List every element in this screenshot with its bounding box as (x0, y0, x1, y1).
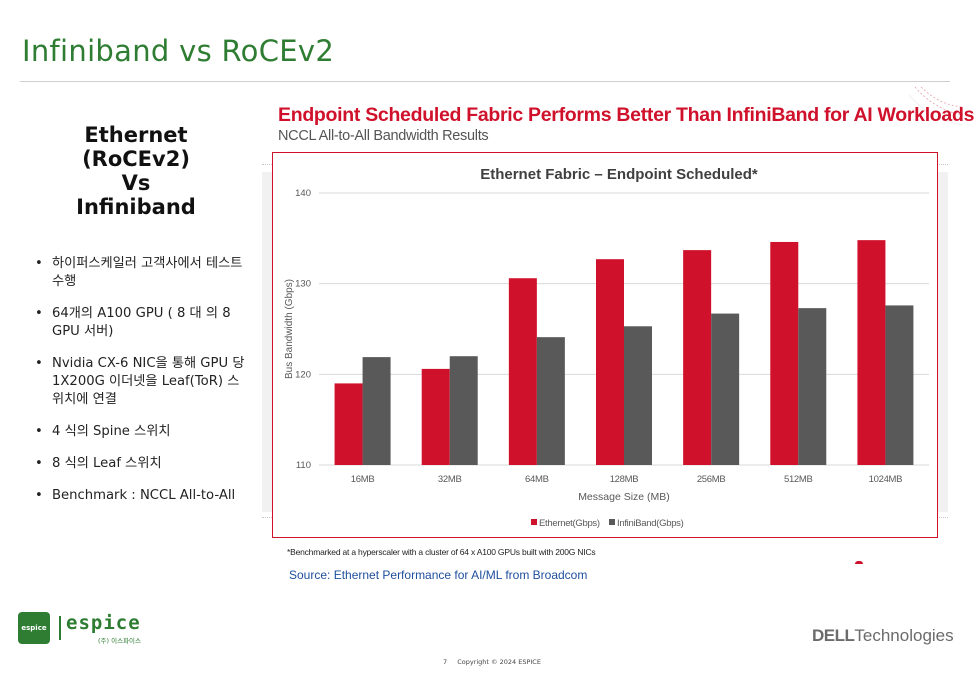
title-divider (20, 81, 950, 82)
bandwidth-bar-chart: Ethernet Fabric – Endpoint Scheduled* 11… (284, 166, 929, 529)
x-tick-label: 256MB (697, 474, 726, 485)
bar-ethernet (857, 240, 886, 465)
bar-ethernet (421, 368, 450, 465)
legend-label-infiniband: InfiniBand(Gbps) (617, 518, 684, 529)
page-footer: 7 Copyright © 2024 ESPICE (443, 658, 541, 666)
bar-ethernet (770, 241, 799, 465)
x-tick-label: 128MB (610, 474, 639, 485)
legend-swatch-infiniband (609, 519, 615, 525)
heading-line-ethernet: Ethernet (84, 123, 188, 147)
chart-side-panel-left (262, 172, 272, 512)
test-setup-list: 하이퍼스케일러 고객사에서 테스트 수행 64개의 A100 GPU ( 8 대… (34, 255, 249, 519)
dell-technologies-logo: DELLTechnologies (812, 626, 954, 646)
legend: Ethernet(Gbps) InfiniBand(Gbps) (531, 518, 684, 529)
bar-ethernet (596, 259, 624, 465)
x-tick-labels: 16MB 32MB 64MB 128MB 256MB 512MB 1024MB (351, 474, 903, 485)
y-tick-label: 120 (295, 369, 311, 380)
bar-infiniband (449, 356, 478, 465)
heading-line-rocev2: (RoCEv2) (82, 147, 190, 171)
bars (334, 240, 914, 465)
accent-marker (855, 561, 863, 564)
bullet-item: 64개의 A100 GPU ( 8 대 의 8 GPU 서버) (34, 305, 249, 341)
x-tick-label: 32MB (438, 474, 462, 485)
espice-korean-name: (주) 이스파이스 (98, 637, 142, 645)
legend-swatch-ethernet (531, 519, 537, 525)
heading-line-vs: Vs (121, 171, 151, 195)
x-tick-label: 1024MB (869, 474, 903, 485)
x-tick-label: 64MB (525, 474, 549, 485)
y-tick-label: 130 (295, 279, 311, 290)
source-citation: Source: Ethernet Performance for AI/ML f… (289, 568, 588, 582)
y-tick-labels: 110 120 130 140 (295, 188, 311, 471)
bar-ethernet (508, 278, 537, 465)
dell-brand: DELL (812, 626, 855, 645)
x-tick-label: 512MB (784, 474, 813, 485)
espice-wordmark: espice (66, 612, 141, 634)
slide-title: Infiniband vs RoCEv2 (22, 34, 335, 68)
bar-infiniband (885, 305, 914, 465)
decorative-lines-graphic (908, 86, 964, 126)
bar-ethernet (683, 250, 712, 465)
benchmark-footnote: *Benchmarked at a hyperscaler with a clu… (287, 547, 596, 557)
copyright-notice: Copyright © 2024 ESPICE (457, 658, 541, 666)
legend-label-ethernet: Ethernet(Gbps) (539, 518, 600, 529)
bullet-item: 하이퍼스케일러 고객사에서 테스트 수행 (34, 255, 249, 291)
bullet-item: 8 식의 Leaf 스위치 (34, 455, 249, 473)
espice-badge-icon: espice (18, 612, 50, 644)
bar-infiniband (536, 337, 565, 465)
dell-suffix: Technologies (854, 626, 954, 645)
chart-side-panel-right (938, 172, 948, 512)
bar-infiniband (624, 326, 652, 465)
chart-frame: Ethernet Fabric – Endpoint Scheduled* 11… (272, 152, 938, 538)
bullet-item: Nvidia CX-6 NIC을 통해 GPU 당 1X200G 이더넷을 Le… (34, 355, 249, 409)
chart-subheadline: NCCL All-to-All Bandwidth Results (278, 128, 489, 144)
logo-separator (59, 616, 61, 640)
bar-ethernet (334, 383, 363, 465)
y-tick-label: 140 (295, 188, 311, 199)
bullet-item: 4 식의 Spine 스위치 (34, 423, 249, 441)
bullet-item: Benchmark : NCCL All-to-All (34, 487, 249, 505)
bar-infiniband (798, 308, 827, 465)
heading-line-infiniband: Infiniband (76, 195, 196, 219)
bar-infiniband (711, 313, 740, 465)
x-axis-label: Message Size (MB) (578, 491, 670, 503)
chart-title: Ethernet Fabric – Endpoint Scheduled* (480, 166, 758, 183)
x-tick-label: 16MB (351, 474, 375, 485)
bar-infiniband (362, 357, 391, 465)
comparison-heading: Ethernet (RoCEv2) Vs Infiniband (50, 123, 222, 219)
espice-logo: espice espice (주) 이스파이스 (18, 612, 158, 648)
y-tick-label: 110 (296, 460, 311, 471)
page-number: 7 (443, 658, 448, 666)
y-axis-label: Bus Bandwidth (Gbps) (284, 279, 295, 379)
chart-headline: Endpoint Scheduled Fabric Performs Bette… (278, 104, 975, 126)
